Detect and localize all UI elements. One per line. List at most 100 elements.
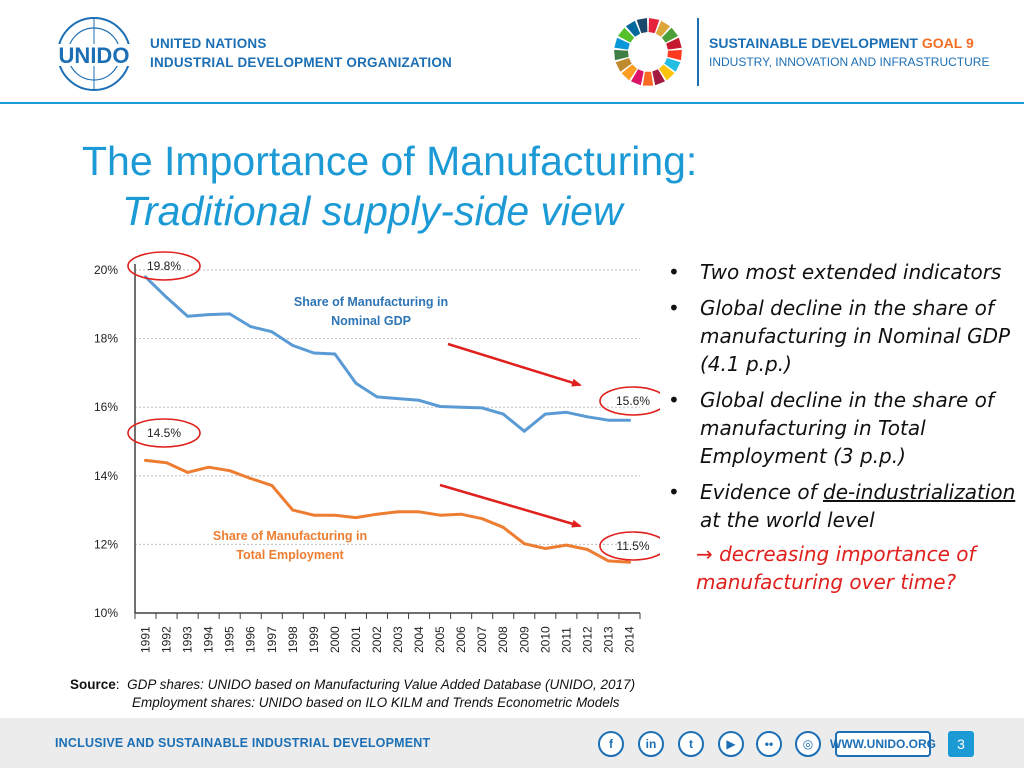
sdg-wheel-segment xyxy=(631,69,644,86)
data-point xyxy=(480,406,484,410)
bullet-text-1: Two most extended indicators xyxy=(700,260,1002,284)
data-point xyxy=(417,510,421,514)
highlight-circle xyxy=(127,418,201,448)
source-line1: GDP shares: UNIDO based on Manufacturing… xyxy=(127,677,636,692)
data-point xyxy=(585,548,589,551)
x-tick-label: 2011 xyxy=(559,627,573,653)
x-tick-label: 2004 xyxy=(412,626,426,653)
x-tick-label: 1992 xyxy=(160,626,174,653)
data-point xyxy=(165,461,168,465)
data-point xyxy=(543,547,547,550)
value-annotation: 15.6% xyxy=(616,394,650,408)
data-point xyxy=(354,381,358,385)
sdg-wheel-segment xyxy=(652,69,665,86)
data-point xyxy=(165,296,168,299)
series-label-1-line2: Nominal GDP xyxy=(331,314,411,328)
org-name-line2: INDUSTRIAL DEVELOPMENT ORGANIZATION xyxy=(150,55,453,70)
value-annotation: 19.8% xyxy=(147,259,181,273)
data-point xyxy=(417,398,421,402)
org-name-line1: UNITED NATIONS xyxy=(150,36,267,51)
facebook-icon[interactable]: f xyxy=(598,731,624,757)
x-tick-label: 2000 xyxy=(328,626,342,653)
data-point xyxy=(396,397,400,401)
sdg-wheel-segment xyxy=(664,58,681,72)
y-tick-label: 20% xyxy=(94,263,118,277)
value-annotation: 11.5% xyxy=(616,539,649,553)
y-tick-label: 12% xyxy=(94,537,118,551)
data-point xyxy=(228,312,232,316)
x-tick-label: 2003 xyxy=(391,626,405,653)
x-tick-label: 2002 xyxy=(370,626,384,653)
data-point xyxy=(354,516,358,520)
logo-text: UNIDO xyxy=(59,43,130,68)
data-point xyxy=(186,470,190,474)
bullet-item: • Global decline in the share of manufact… xyxy=(666,386,1016,470)
sdg-line2: INDUSTRY, INNOVATION AND INFRASTRUCTURE xyxy=(709,55,990,69)
source-colon: : xyxy=(115,677,120,692)
data-point xyxy=(501,525,505,529)
data-point xyxy=(270,330,274,334)
x-tick-label: 2013 xyxy=(601,626,615,653)
data-point xyxy=(607,559,610,563)
header-rule xyxy=(0,102,1024,104)
sdg-wheel-segment xyxy=(666,37,682,50)
x-tick-label: 2006 xyxy=(454,626,468,653)
website-link[interactable]: WWW.UNIDO.ORG xyxy=(830,731,936,757)
series-line-2 xyxy=(144,458,631,564)
youtube-icon[interactable]: ▶ xyxy=(718,731,744,757)
x-tick-label: 1995 xyxy=(223,626,237,653)
data-point xyxy=(333,352,337,356)
bullet-text-2: Global decline in the share of manufactu… xyxy=(700,296,1011,376)
x-tick-label: 1998 xyxy=(286,626,300,653)
linkedin-icon[interactable]: in xyxy=(638,731,664,757)
bullet-text-3: Global decline in the share of manufactu… xyxy=(700,388,994,468)
slide-subtitle: Traditional supply-side view xyxy=(122,188,623,234)
source-note: Source: GDP shares: UNIDO based on Manuf… xyxy=(70,676,635,712)
data-point xyxy=(375,512,379,516)
data-point xyxy=(543,412,547,416)
x-tick-label: 2012 xyxy=(580,626,594,653)
data-point xyxy=(522,542,526,546)
x-tick-label: 1999 xyxy=(307,626,321,653)
value-annotation: 14.5% xyxy=(147,426,181,440)
data-point xyxy=(607,418,610,422)
gdp-trend-arrow xyxy=(447,342,582,387)
data-point xyxy=(207,313,211,316)
sdg-wheel-segment xyxy=(636,18,648,34)
data-point xyxy=(312,513,316,517)
x-tick-label: 2001 xyxy=(349,626,363,653)
bullet-dot: • xyxy=(668,480,680,504)
manufacturing-share-chart: 10% 12% 14% 16% 18% 20% 1991 1992 1993 1994 1995 19… xyxy=(94,251,660,653)
data-point xyxy=(480,517,484,521)
x-tick-label: 2007 xyxy=(475,626,489,653)
data-point xyxy=(564,410,568,414)
flickr-icon[interactable]: •• xyxy=(756,731,782,757)
sdg-wheel-segment xyxy=(642,71,654,86)
sdg-wheel-segment xyxy=(648,18,660,34)
x-tick-label: 1991 xyxy=(139,626,153,653)
data-point xyxy=(438,513,442,517)
conclusion-text: → decreasing importance of manufacturing… xyxy=(696,542,976,594)
data-point xyxy=(375,395,379,399)
org-name: UNITED NATIONS INDUSTRIAL DEVELOPMENT OR… xyxy=(150,34,452,72)
y-tick-label: 18% xyxy=(94,332,118,346)
sdg-wheel-segment xyxy=(661,27,678,43)
bullet-text-4-pre: Evidence of xyxy=(700,480,823,504)
y-tick-label: 16% xyxy=(94,400,118,414)
y-tick-label: 10% xyxy=(94,606,118,620)
x-tick-label: 2009 xyxy=(517,626,531,653)
x-tick-label: 1996 xyxy=(244,626,258,653)
sdg-wheel-segment xyxy=(625,20,641,37)
data-point xyxy=(438,405,442,408)
slide-title: The Importance of Manufacturing: xyxy=(82,138,698,184)
sdg-wheel-segment xyxy=(655,20,671,37)
x-tick-label: 1994 xyxy=(202,626,216,653)
data-point xyxy=(564,543,568,547)
instagram-icon[interactable]: ◎ xyxy=(795,731,821,757)
header-divider xyxy=(697,18,699,86)
sdg-wheel-segment xyxy=(667,49,682,61)
twitter-icon[interactable]: t xyxy=(678,731,704,757)
data-point xyxy=(186,314,190,318)
series-label-2-line2: Total Employment xyxy=(236,548,344,562)
x-tick-label: 1993 xyxy=(181,626,195,653)
